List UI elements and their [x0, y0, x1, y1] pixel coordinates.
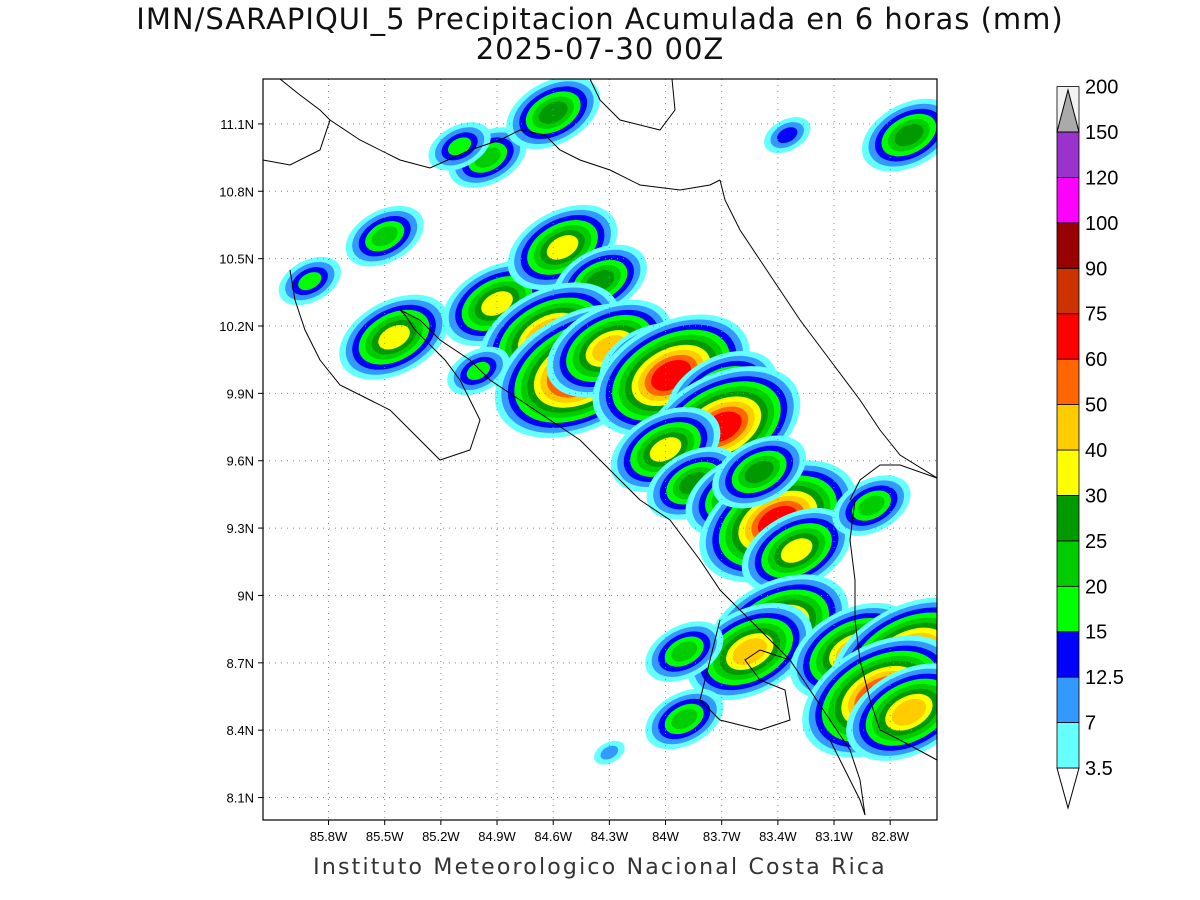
colorbar-swatch [1056, 585, 1080, 633]
colorbar-level-label: 30 [1085, 485, 1107, 507]
x-tick-label: 83.1W [815, 829, 853, 844]
nicaragua-border [263, 79, 331, 166]
precip-contour [671, 708, 698, 730]
map-subtitle-datetime: 2025-07-30 00Z [475, 32, 725, 66]
x-tick-label: 84.3W [591, 829, 629, 844]
precip-contour [894, 123, 924, 147]
osa-peninsula [699, 619, 791, 731]
y-tick-label: 8.1N [227, 791, 254, 806]
precip-contour [891, 698, 927, 726]
precip-contour [538, 101, 568, 124]
precip-contour [780, 538, 813, 563]
colorbar-swatch [1056, 404, 1080, 451]
lake-nicaragua-shore [589, 79, 676, 131]
x-tick-label: 84.6W [534, 829, 572, 844]
x-tick-label: 82.8W [871, 829, 909, 844]
precip-contour [858, 495, 885, 516]
colorbar-level-label: 75 [1085, 304, 1107, 326]
y-tick-label: 9.3N [227, 521, 254, 536]
colorbar-swatch [1056, 676, 1080, 723]
map-title: IMN/SARAPIQUI_5 Precipitacion Acumulada … [136, 2, 1064, 36]
colorbar-level-label: 12.5 [1085, 667, 1124, 689]
colorbar-swatch [1056, 540, 1080, 587]
colorbar-level-label: 200 [1085, 77, 1118, 99]
precip-contour [744, 460, 774, 484]
colorbar-swatch [1056, 222, 1080, 269]
x-tick-label: 83.7W [703, 829, 741, 844]
plot-frame [262, 78, 938, 821]
panama-border [849, 464, 937, 761]
precip-contour [600, 745, 619, 760]
y-tick-label: 9.9N [227, 386, 254, 401]
y-tick-label: 9.6N [227, 454, 254, 469]
colorbar-level-label: 120 [1085, 167, 1118, 189]
precip-contour [481, 291, 513, 316]
colorbar-swatch [1056, 495, 1080, 542]
colorbar-level-label: 150 [1085, 122, 1118, 144]
colorbar-level-label: 7 [1085, 713, 1096, 735]
colorbar-swatch [1056, 449, 1080, 496]
y-tick-label: 10.2N [219, 319, 254, 334]
colorbar-level-label: 50 [1085, 395, 1107, 417]
colorbar-min-arrow [1056, 767, 1080, 810]
y-tick-label: 10.8N [219, 184, 254, 199]
precip-contour [466, 361, 490, 380]
precip-contour [447, 137, 472, 156]
colorbar-level-label: 3.5 [1085, 758, 1113, 780]
colorbar-swatch [1056, 131, 1080, 178]
pacific-coast [289, 269, 866, 816]
lat-lon-grid [263, 79, 937, 820]
colorbar-level-label: 90 [1085, 258, 1107, 280]
x-tick-label: 83.4W [759, 829, 797, 844]
colorbar-swatch [1056, 631, 1080, 678]
longitude-axis: 85.8W 85.5W 85.2W 84.9W 84.6W 84.3W 84W 83.7W 83… [310, 820, 910, 844]
x-tick-label: 84.9W [478, 829, 516, 844]
colorbar-level-label: 60 [1085, 349, 1107, 371]
x-tick-label: 85.5W [366, 829, 404, 844]
precip-contour [371, 226, 398, 247]
y-tick-label: 9N [237, 588, 254, 603]
colorbar-swatch [1056, 267, 1080, 315]
y-tick-label: 8.7N [227, 656, 254, 671]
precip-contour [732, 638, 767, 665]
burica-coast [829, 739, 866, 816]
precip-contour [671, 641, 698, 662]
colorbar-max-arrow [1056, 88, 1080, 133]
y-tick-label: 10.5N [219, 252, 254, 267]
colorbar-swatch [1056, 722, 1080, 769]
precip-contour [649, 437, 682, 462]
x-tick-label: 85.2W [422, 829, 460, 844]
precip-contour [298, 272, 322, 291]
colorbar-level-label: 25 [1085, 531, 1107, 553]
colorbar-level-label: 100 [1085, 213, 1118, 235]
colorbar-level-label: 40 [1085, 440, 1107, 462]
x-tick-label: 85.8W [310, 829, 348, 844]
colorbar-legend: 3.5 7 12.5 15 20 25 30 40 50 60 75 90 100 120 150 200 [1056, 77, 1124, 810]
y-tick-label: 11.1N [220, 117, 254, 132]
colorbar-swatch [1056, 358, 1080, 405]
northern-border [329, 119, 721, 191]
x-tick-label: 84W [652, 829, 679, 844]
precip-contour [546, 235, 579, 260]
colorbar-swatch [1056, 177, 1080, 224]
caribbean-coast [719, 179, 937, 479]
institution-credit: Instituto Meteorologico Nacional Costa R… [313, 855, 887, 880]
latitude-axis: 8.1N 8.4N 8.7N 9N 9.3N 9.6N 9.9N 10.2N 10.5N 10.8… [219, 117, 263, 806]
colorbar-level-label: 15 [1085, 622, 1107, 644]
colorbar-level-label: 20 [1085, 576, 1107, 598]
y-tick-label: 8.4N [227, 723, 254, 738]
precip-contour [378, 324, 410, 350]
precip-contour [776, 127, 798, 144]
coastline-borders [263, 79, 937, 816]
precipitation-field [278, 79, 937, 765]
colorbar-swatch [1056, 313, 1080, 360]
